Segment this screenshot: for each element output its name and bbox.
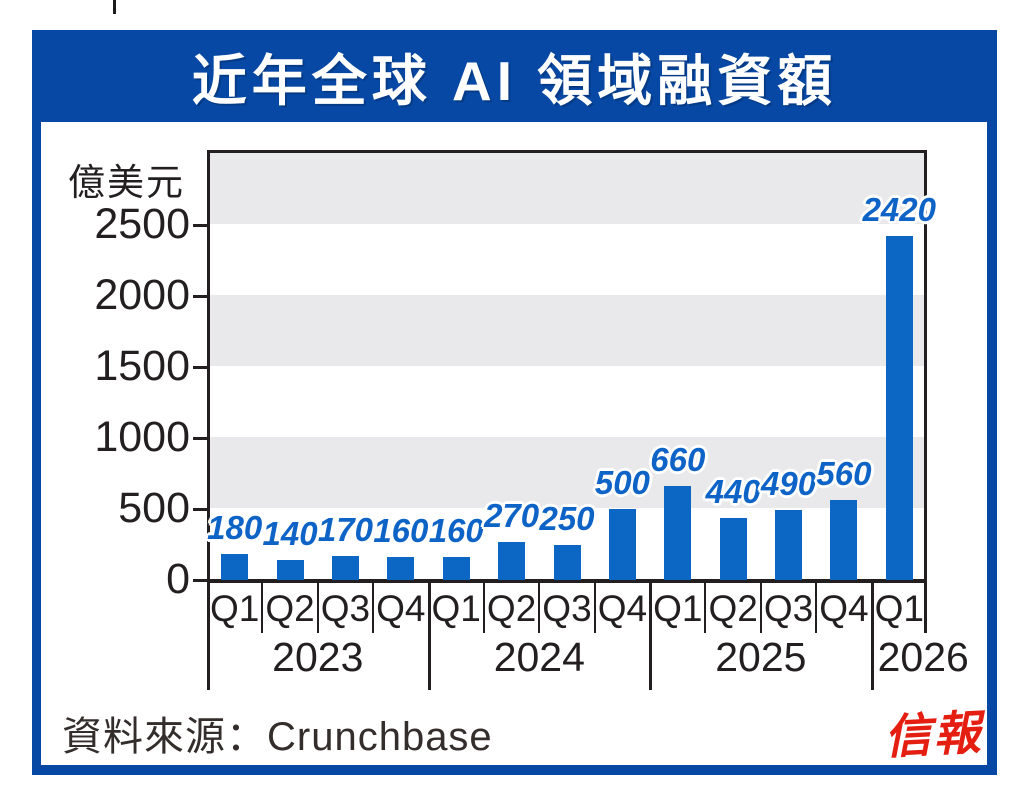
y-axis-tick: [193, 366, 208, 369]
bar-value-label: 2420: [862, 191, 936, 229]
x-axis-quarter-label: Q2: [708, 588, 758, 629]
year-divider-line: [427, 583, 431, 690]
quarter-separator-tick: [593, 583, 596, 633]
x-axis-quarter-label: Q4: [376, 588, 426, 629]
y-axis-tick-label: 1000: [94, 413, 190, 461]
bar-value-label: 170: [317, 510, 373, 548]
bar: [885, 236, 913, 580]
quarter-separator-tick: [316, 583, 319, 633]
x-axis-quarter-label: Q4: [597, 588, 648, 629]
bar-value-label: 270: [484, 496, 540, 534]
bar: [664, 486, 692, 580]
bar-value-label: 560: [816, 455, 872, 493]
y-axis-tick-label: 0: [166, 555, 190, 603]
quarter-separator-tick: [704, 583, 707, 633]
bar: [775, 510, 803, 580]
quarter-separator-tick: [759, 583, 762, 633]
y-axis-tick: [193, 295, 208, 298]
title-banner: 近年全球 AI 領域融資額: [32, 30, 997, 122]
bar-value-label: 160: [373, 512, 429, 550]
hkej-logo: 信報: [882, 705, 984, 766]
bar-value-label: 250: [539, 499, 595, 537]
bar: [830, 500, 858, 580]
bar: [221, 554, 249, 580]
y-axis-tick-label: 2000: [94, 271, 190, 319]
bar: [719, 517, 747, 580]
quarter-separator-tick: [372, 583, 375, 633]
x-axis-quarter-label: Q3: [542, 588, 592, 629]
bar-value-label: 440: [705, 472, 761, 510]
x-axis-year-label: 2024: [493, 634, 585, 680]
quarter-separator-tick: [261, 583, 264, 633]
x-axis-quarter-label: Q2: [265, 588, 315, 629]
bar: [331, 555, 359, 580]
source-attribution: 資料來源：Crunchbase: [62, 715, 493, 759]
bar-value-label: 180: [207, 509, 263, 547]
bar: [276, 560, 304, 580]
x-axis-quarter-label: Q3: [320, 588, 371, 629]
bar: [608, 509, 636, 580]
bar: [553, 544, 581, 580]
bar: [442, 557, 470, 580]
bar: [387, 557, 415, 580]
bar: [498, 541, 526, 580]
y-axis-tick: [193, 437, 208, 440]
year-divider-line: [870, 583, 874, 690]
chart-title: 近年全球 AI 領域融資額: [191, 50, 838, 112]
x-axis-quarter-label: Q4: [819, 588, 869, 629]
bar-value-label: 500: [594, 464, 650, 501]
x-axis-quarter-label: Q1: [874, 588, 924, 629]
x-axis-quarter-label: Q1: [210, 588, 260, 629]
y-axis-tick-label: 1500: [94, 342, 190, 390]
bar-value-label: 490: [761, 465, 817, 503]
y-axis-lower-extension: [207, 583, 210, 690]
bar-value-label: 140: [262, 515, 318, 553]
y-axis-tick: [193, 579, 208, 582]
y-axis-tick-label: 2500: [94, 200, 190, 248]
x-axis-quarter-label: Q1: [431, 588, 481, 629]
x-axis-quarter-label: Q2: [486, 588, 537, 629]
y-axis-tick: [193, 508, 208, 511]
x-axis-year-label: 2025: [715, 634, 807, 680]
y-axis-unit-label: 億美元: [68, 162, 185, 203]
x-axis-quarter-label: Q1: [653, 588, 703, 629]
print-artifact-mark: [113, 0, 116, 14]
x-axis-quarter-label: Q3: [763, 588, 814, 629]
y-axis-tick-label: 500: [118, 484, 190, 532]
x-axis-right-end-tick: [924, 583, 927, 633]
quarter-separator-tick: [815, 583, 818, 633]
y-axis-tick: [193, 224, 208, 227]
bar-value-label: 160: [428, 512, 484, 550]
quarter-separator-tick: [538, 583, 541, 633]
year-divider-line: [649, 583, 653, 690]
quarter-separator-tick: [482, 583, 485, 633]
x-axis-year-label: 2023: [272, 634, 364, 680]
plot-area: [207, 150, 927, 583]
bar-value-label: 660: [650, 441, 706, 479]
x-axis-year-label: 2026: [877, 634, 969, 680]
